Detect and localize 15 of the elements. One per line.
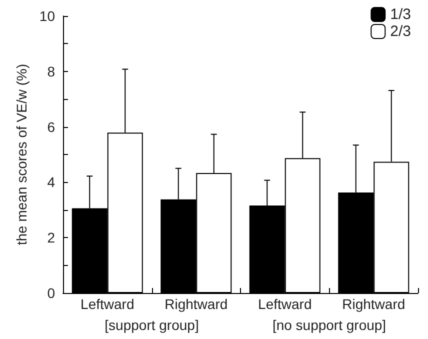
- y-tick-label: 2: [47, 230, 56, 246]
- legend-label: 2/3: [390, 23, 412, 40]
- text: [no support group]: [272, 317, 386, 333]
- x-tick-label: Leftward: [80, 296, 134, 312]
- x-tick-label: Rightward: [164, 296, 228, 312]
- legend-label: 1/3: [390, 6, 412, 23]
- y-tick-label: 6: [47, 118, 56, 135]
- x-tick-label: Rightward: [342, 296, 406, 312]
- y-tick-label: 8: [47, 63, 56, 80]
- y-tick-label: 0: [47, 285, 56, 301]
- y-axis-title: the mean scores of VE/w (%): [14, 64, 30, 246]
- y-tick-label: 4: [47, 174, 56, 190]
- y-tick-label: 10: [39, 8, 56, 24]
- text: [support group]: [104, 317, 199, 333]
- x-tick-label: Leftward: [258, 296, 312, 312]
